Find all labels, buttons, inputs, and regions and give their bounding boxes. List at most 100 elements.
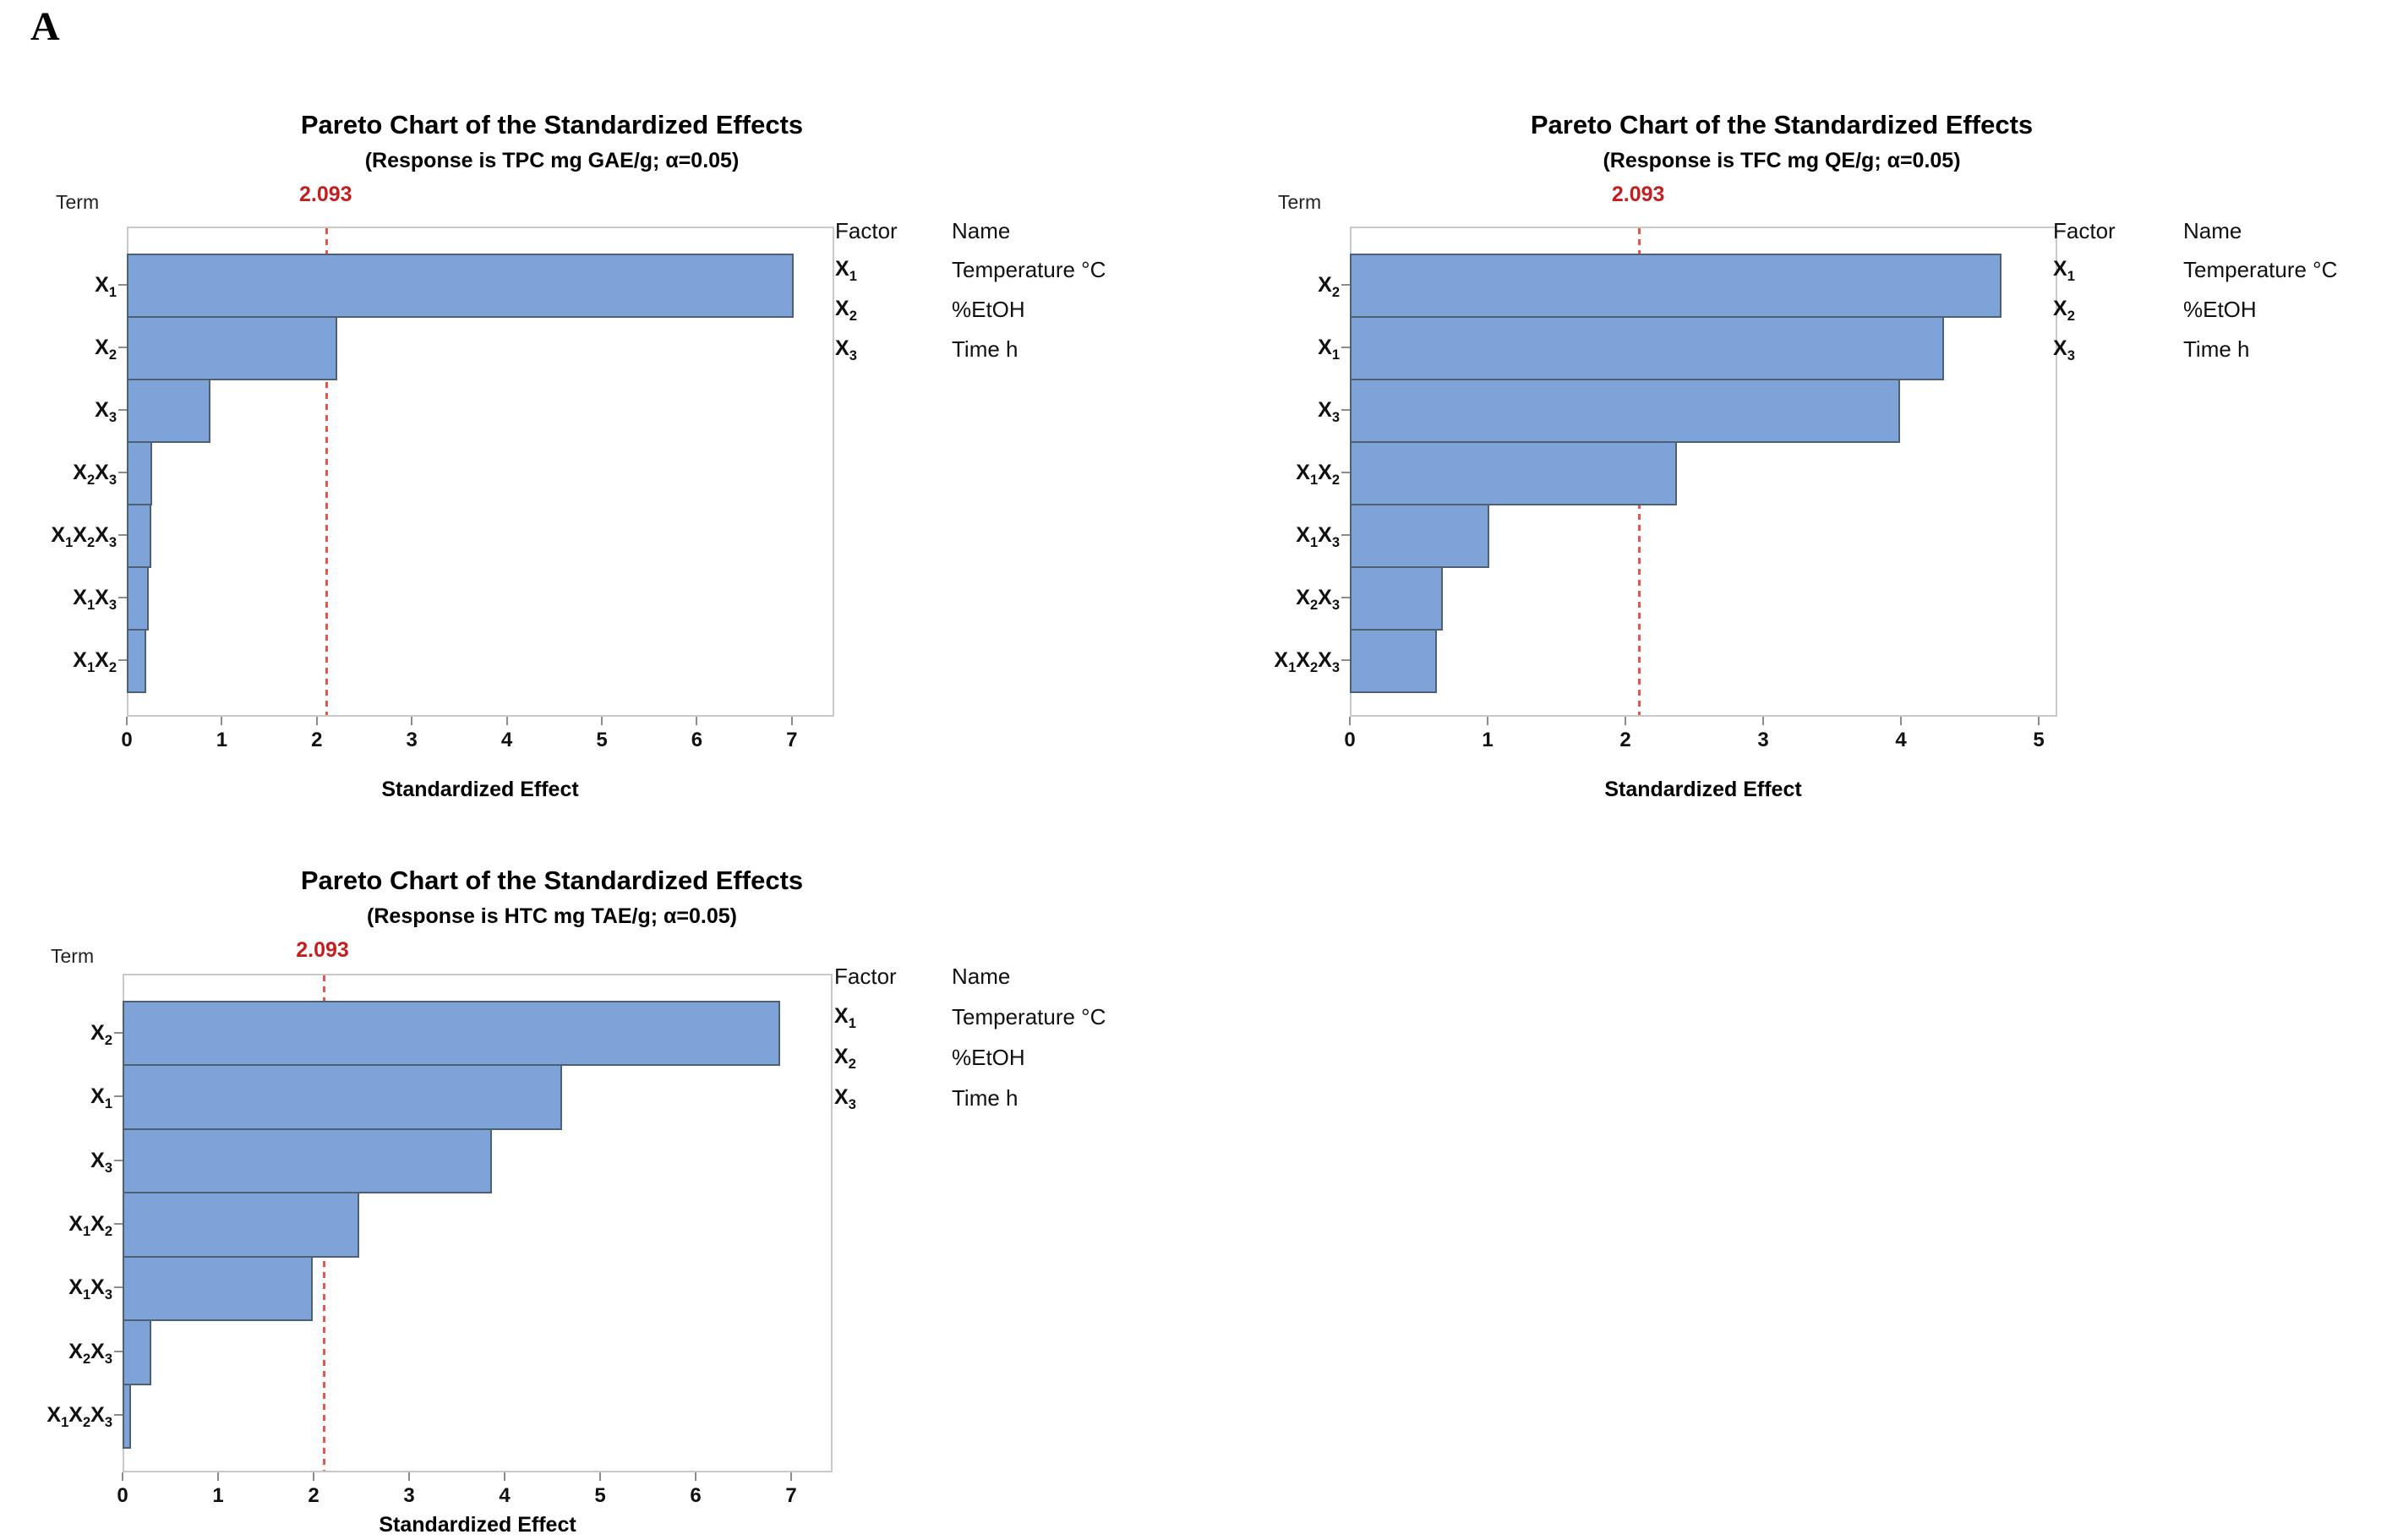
x-tick-mark — [504, 1472, 505, 1481]
chart-subtitle: (Response is TFC mg QE/g; α=0.05) — [1603, 149, 1961, 172]
term-label-X2: X2 — [95, 336, 117, 363]
x-tick-label: 0 — [1344, 729, 1356, 751]
chart-subtitle: (Response is TPC mg GAE/g; α=0.05) — [364, 149, 740, 172]
bar-X1X2 — [1350, 441, 1677, 505]
chart-title: Pareto Chart of the Standardized Effects — [300, 866, 804, 895]
bar-X3 — [127, 379, 210, 443]
category-tick — [114, 1286, 123, 1289]
x-tick-mark — [1762, 717, 1764, 725]
x-tick-label: 7 — [786, 729, 798, 751]
category-tick — [114, 1223, 123, 1225]
bar-X1X2X3 — [123, 1383, 131, 1449]
term-axis-title: Term — [1278, 191, 1322, 213]
category-tick — [118, 284, 127, 286]
x-tick-mark — [599, 1472, 601, 1481]
x-tick-mark — [790, 1472, 792, 1481]
x-tick-mark — [695, 1472, 696, 1481]
x-tick-label: 1 — [212, 1484, 224, 1507]
legend-factor-X1: X1 — [2053, 257, 2075, 284]
legend-factor-X3: X3 — [834, 1085, 856, 1112]
term-label-X3: X3 — [90, 1148, 112, 1176]
legend-name-header: Name — [2183, 218, 2242, 243]
term-label-X1X2X3: X1X2X3 — [51, 523, 117, 550]
legend-factor-header: Factor — [834, 964, 897, 989]
bar-X3 — [123, 1128, 493, 1194]
legend-factor-X3: X3 — [835, 336, 857, 363]
bar-X2 — [123, 1001, 781, 1067]
term-label-X1X3: X1X3 — [1296, 523, 1340, 550]
bar-X1 — [127, 254, 794, 318]
term-label-X1X2: X1X2 — [73, 648, 117, 675]
x-tick-mark — [315, 717, 318, 725]
bar-X1X2X3 — [127, 504, 151, 568]
category-tick — [1341, 659, 1350, 661]
x-tick-label: 2 — [308, 1484, 319, 1507]
x-tick-mark — [1900, 717, 1902, 725]
x-tick-mark — [2038, 717, 2040, 725]
x-tick-mark — [411, 717, 413, 725]
x-tick-mark — [122, 1472, 123, 1481]
term-axis-title: Term — [51, 945, 95, 967]
reference-line-label: 2.093 — [1611, 183, 1665, 206]
term-label-X2: X2 — [1318, 273, 1340, 300]
x-tick-label: 3 — [1757, 729, 1769, 751]
x-tick-mark — [601, 717, 603, 725]
x-tick-label: 0 — [121, 729, 133, 751]
category-tick — [114, 1159, 123, 1161]
x-tick-label: 4 — [499, 1484, 511, 1507]
term-label-X2X3: X2X3 — [73, 461, 117, 488]
bar-X1X2X3 — [1350, 629, 1438, 693]
category-tick — [118, 409, 127, 411]
reference-line — [325, 228, 329, 715]
term-label-X1X2: X1X2 — [68, 1212, 112, 1239]
legend-factor-header: Factor — [835, 218, 898, 243]
reference-line-label: 2.093 — [298, 183, 352, 206]
category-tick — [114, 1414, 123, 1417]
plot-area — [127, 227, 834, 717]
legend-factor-X2: X2 — [834, 1045, 856, 1072]
term-label-X2X3: X2X3 — [1296, 586, 1340, 613]
x-tick-label: 2 — [1619, 729, 1631, 751]
x-tick-label: 1 — [216, 729, 228, 751]
legend-name-header: Name — [952, 964, 1011, 989]
x-tick-label: 5 — [596, 729, 608, 751]
legend-factor-X1: X1 — [835, 257, 857, 284]
term-label-X2: X2 — [90, 1020, 112, 1048]
x-tick-label: 0 — [117, 1484, 128, 1507]
bar-X1 — [1350, 316, 1944, 380]
x-tick-mark — [696, 717, 698, 725]
x-tick-label: 3 — [406, 729, 418, 751]
bar-X1 — [123, 1064, 562, 1130]
category-tick — [1341, 534, 1350, 536]
category-tick — [118, 659, 127, 661]
term-label-X3: X3 — [1318, 398, 1340, 425]
bar-X1X3 — [123, 1255, 313, 1322]
x-axis-title: Standardized Effect — [379, 1513, 576, 1537]
legend-name-header: Name — [952, 218, 1011, 243]
panel-label: A — [30, 4, 60, 49]
term-axis-title: Term — [56, 191, 100, 213]
category-tick — [118, 472, 127, 473]
plot-area — [1350, 227, 2057, 717]
category-tick — [118, 347, 127, 348]
category-tick — [114, 1031, 123, 1034]
x-tick-label: 2 — [311, 729, 323, 751]
x-axis-title: Standardized Effect — [381, 778, 579, 801]
legend-factor-X3: X3 — [2053, 336, 2075, 363]
bar-X1X3 — [127, 566, 149, 631]
x-tick-mark — [221, 717, 223, 725]
reference-line-label: 2.093 — [296, 938, 349, 962]
category-tick — [1341, 284, 1350, 286]
term-label-X3: X3 — [95, 398, 117, 425]
x-tick-mark — [126, 717, 128, 725]
term-label-X1: X1 — [95, 273, 117, 300]
legend-name: Time h — [952, 336, 1019, 362]
legend-factor-X1: X1 — [834, 1004, 856, 1031]
x-tick-mark — [313, 1472, 314, 1481]
bar-X2 — [127, 316, 338, 380]
term-label-X1: X1 — [1318, 336, 1340, 363]
chart-title: Pareto Chart of the Standardized Effects — [1530, 110, 2034, 139]
term-label-X1X3: X1X3 — [68, 1275, 112, 1303]
x-tick-mark — [408, 1472, 410, 1481]
